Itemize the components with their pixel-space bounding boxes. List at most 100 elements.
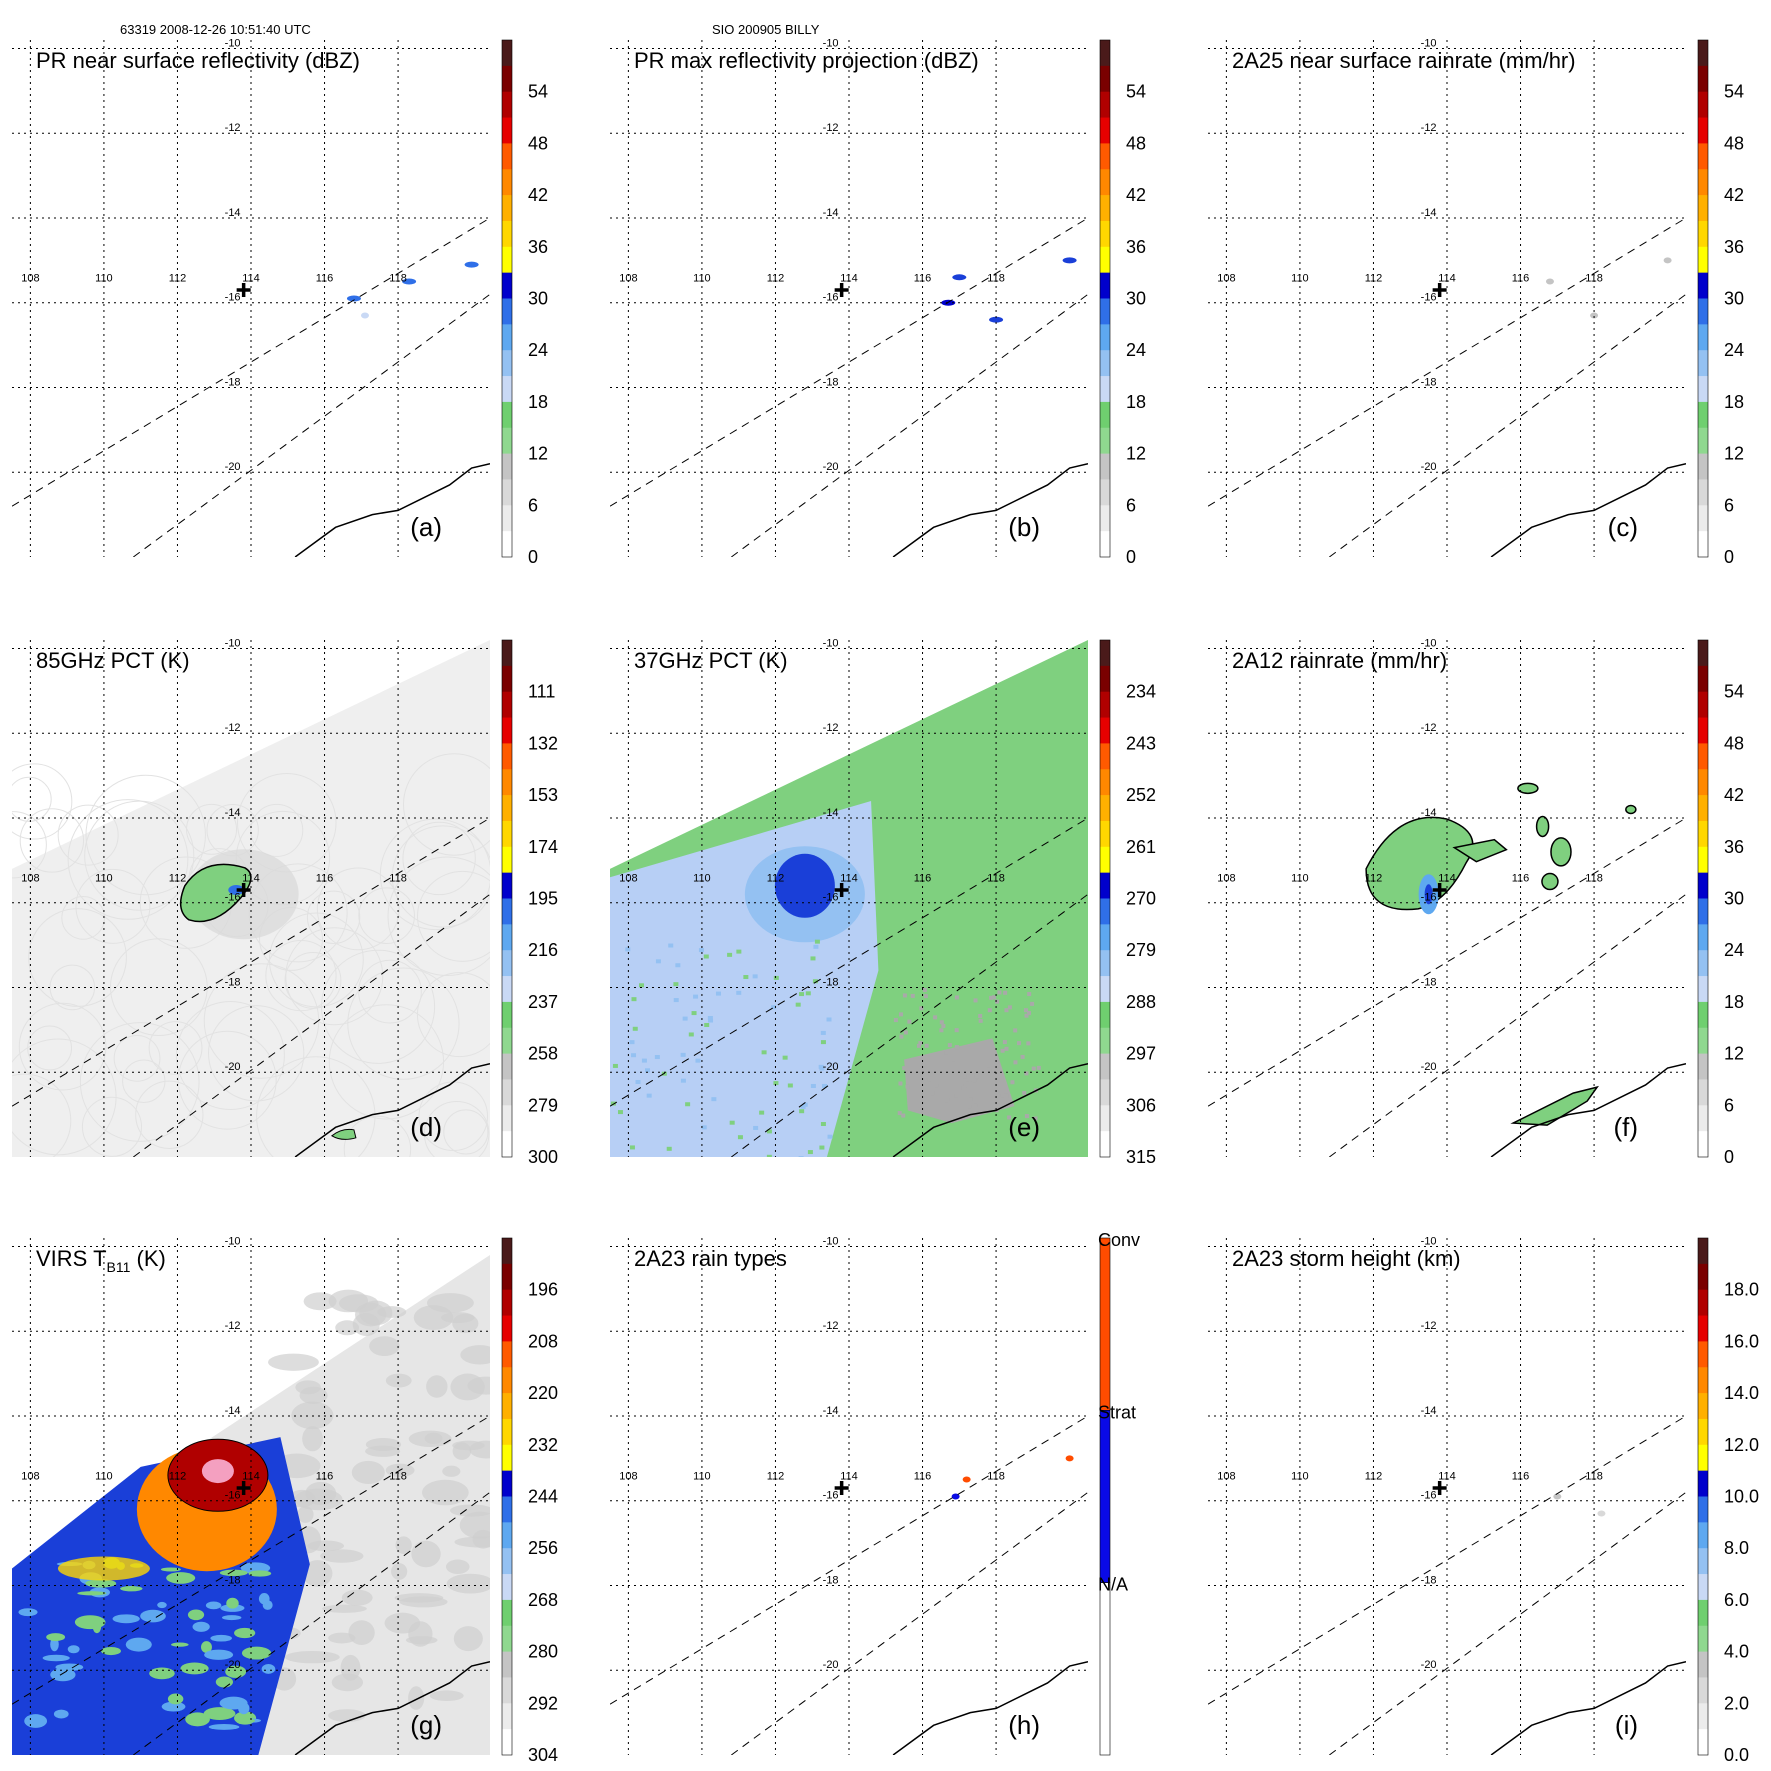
panel-h: 108 110 112 114 116 118 -10 -12 -14 -16 -18 -20 2A23…	[610, 1230, 1140, 1756]
colorbar-tick-label: 315	[1126, 1147, 1156, 1167]
colorbar-segment	[502, 691, 512, 719]
lon-tick-label: 108	[21, 873, 39, 885]
colorbar: 111 132 153 174 195 216 237 258 279 300	[501, 639, 558, 1167]
colorbar-segment	[1698, 1651, 1708, 1678]
texture-pixel	[766, 1154, 772, 1157]
colorbar-segment	[502, 1238, 512, 1265]
colorbar-segment	[1100, 479, 1110, 506]
colorbar-tick-label: 54	[1724, 682, 1744, 702]
colorbar-segment	[502, 665, 512, 693]
coastline	[294, 1063, 490, 1157]
texture-pixel	[685, 1102, 691, 1107]
colorbar-frame	[1697, 639, 1709, 1158]
colorbar-segment	[502, 453, 512, 480]
swath-texture	[208, 1005, 305, 1102]
texture-pixel	[673, 998, 679, 1003]
plot-area-b	[610, 40, 1088, 557]
panel-e: 108 110 112 114 116 118 -10 -12 -14 -16 -18 -20 37GH…	[610, 637, 1156, 1167]
colorbar-segment	[1100, 298, 1110, 325]
lat-tick-label: -12	[225, 122, 241, 134]
lat-tick-label: -16	[1421, 292, 1437, 304]
cloud-texture	[258, 1593, 270, 1605]
colorbar-tick-label: 256	[528, 1538, 558, 1558]
cloud-texture	[261, 1664, 276, 1674]
colorbar-segment	[502, 1418, 512, 1446]
swath-texture	[12, 811, 47, 879]
texture-pixel	[978, 1070, 983, 1075]
texture-pixel	[799, 992, 805, 997]
colorbar-segment	[502, 1470, 512, 1497]
lat-tick-label: -20	[1421, 1061, 1437, 1073]
colorbar-segment	[1698, 91, 1708, 119]
colorbar-tick-label: 195	[528, 889, 558, 909]
lat-tick-label: -18	[225, 976, 241, 988]
texture-pixel	[802, 1102, 808, 1107]
colorbar-tick-label: 42	[1126, 185, 1146, 205]
colorbar-tick-label: 30	[1724, 889, 1744, 909]
colorbar-segment	[1698, 376, 1708, 403]
land-feature	[331, 1128, 357, 1140]
swath-texture	[177, 1030, 277, 1130]
colorbar-tick-label: 30	[1724, 289, 1744, 309]
swath-edge	[12, 217, 490, 507]
colorbar-segment	[502, 1496, 512, 1523]
colorbar-tick-label: 12	[1126, 444, 1146, 464]
colorbar: Conv Strat N/A	[1098, 1230, 1140, 1756]
cloud-texture	[429, 1690, 464, 1702]
panel-i: 108 110 112 114 116 118 -10 -12 -14 -16 -18 -20 2A23…	[1208, 1235, 1759, 1765]
colorbar-tick-label: 48	[1126, 133, 1146, 153]
colorbar-tick-label: 4.0	[1724, 1642, 1749, 1662]
lon-tick-label: 108	[619, 873, 637, 885]
texture-pixel	[1020, 1054, 1025, 1059]
texture-pixel	[1004, 1008, 1009, 1013]
cloud-texture	[67, 1645, 80, 1654]
storm-center-marker	[1432, 1481, 1447, 1496]
lat-tick-label: -12	[1421, 722, 1437, 734]
lon-tick-label: 110	[95, 873, 113, 885]
texture-pixel	[814, 939, 820, 944]
colorbar-tick-label: 292	[528, 1693, 558, 1713]
texture-pixel	[708, 1018, 714, 1023]
panel-b: 108 110 112 114 116 118 -10 -12 -14 -16 -18 -20 PR m…	[610, 37, 1146, 567]
texture-pixel	[941, 1023, 946, 1028]
echo-cell	[402, 278, 417, 285]
colorbar-segment	[1698, 795, 1708, 822]
lon-tick-label: 108	[1217, 1471, 1235, 1483]
coastline	[892, 1063, 1088, 1157]
swath-texture	[306, 890, 361, 944]
colorbar-segment	[1698, 1001, 1708, 1029]
swath-texture	[12, 1073, 72, 1157]
cloud-texture	[222, 1615, 242, 1621]
swath-texture	[113, 1034, 161, 1082]
cloud-texture	[125, 1637, 152, 1652]
colorbar-tick-label: 36	[1724, 237, 1744, 257]
plot-area-g	[12, 1238, 490, 1755]
texture-pixel	[673, 982, 679, 987]
colorbar-segment	[1698, 820, 1708, 848]
colorbar-segment	[502, 350, 512, 377]
colorbar-segment	[1100, 246, 1110, 274]
texture-pixel	[812, 979, 818, 984]
echo-cell	[1590, 312, 1599, 319]
texture-pixel	[910, 993, 915, 998]
colorbar-segment	[502, 401, 512, 429]
texture-pixel	[898, 1081, 903, 1086]
cloud-texture	[53, 1709, 69, 1719]
colorbar-segment	[502, 1574, 512, 1601]
colorbar-segment	[1100, 1131, 1110, 1158]
texture-pixel	[752, 974, 758, 979]
lon-tick-label: 110	[693, 873, 711, 885]
lat-tick-label: -14	[1421, 807, 1437, 819]
texture-pixel	[641, 1058, 647, 1063]
colorbar-segment	[502, 717, 512, 744]
texture-pixel	[787, 1083, 793, 1088]
lat-tick-label: -12	[823, 122, 839, 134]
rain-cell	[1517, 782, 1539, 795]
colorbar-segment	[502, 976, 512, 1003]
texture-pixel	[1022, 1091, 1027, 1096]
colorbar-tick-label: 24	[528, 340, 548, 360]
texture-pixel	[773, 975, 779, 980]
plot-area-e	[610, 640, 1088, 1157]
cloud-texture	[469, 1440, 490, 1459]
colorbar-tick-label: 300	[528, 1147, 558, 1167]
